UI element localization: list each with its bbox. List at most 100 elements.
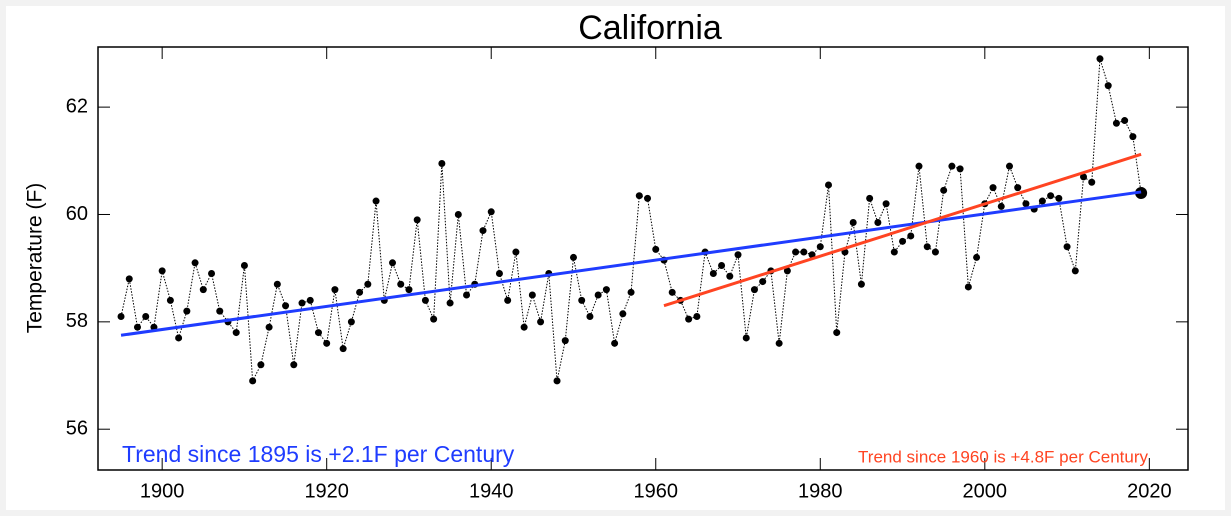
data-point: [323, 339, 331, 347]
data-point: [825, 181, 833, 189]
data-point: [899, 237, 907, 245]
data-point: [1071, 267, 1079, 275]
data-point: [973, 253, 981, 261]
data-point: [306, 296, 314, 304]
data-point: [1022, 200, 1030, 208]
data-point: [759, 278, 767, 286]
panel: [6, 6, 1225, 510]
data-point: [1088, 178, 1096, 186]
x-tick-label: 1920: [304, 480, 349, 502]
data-point: [142, 312, 150, 320]
data-point: [833, 329, 841, 337]
trend-line: [663, 152, 1142, 308]
data-point: [430, 315, 438, 323]
data-point: [372, 197, 380, 205]
data-point: [397, 280, 405, 288]
data-point: [1080, 173, 1088, 181]
data-point: [693, 312, 701, 320]
data-point: [1005, 162, 1013, 170]
data-point: [183, 307, 191, 315]
data-point: [191, 259, 199, 267]
data-point: [504, 296, 512, 304]
data-point: [339, 345, 347, 353]
data-point: [314, 329, 322, 337]
data-point: [1096, 55, 1104, 63]
data-point: [923, 243, 931, 251]
data-point: [931, 248, 939, 256]
x-tick-label: 2000: [963, 480, 1008, 502]
data-point: [356, 288, 364, 296]
data-point: [463, 291, 471, 299]
data-point: [257, 361, 265, 369]
data-point: [487, 208, 495, 216]
x-tick-label: 1900: [140, 480, 185, 502]
data-point: [117, 312, 125, 320]
data-point: [890, 248, 898, 256]
data-point: [594, 291, 602, 299]
data-point: [537, 318, 545, 326]
data-point: [347, 318, 355, 326]
data-point: [997, 202, 1005, 210]
data-point: [718, 261, 726, 269]
data-point: [956, 165, 964, 173]
data-point: [1104, 82, 1112, 90]
data-point: [520, 323, 528, 331]
data-point: [1121, 117, 1129, 125]
x-tick-label: 1960: [634, 480, 679, 502]
data-point: [915, 162, 923, 170]
data-point: [652, 245, 660, 253]
x-tick-label: 1940: [469, 480, 514, 502]
data-point: [866, 194, 874, 202]
y-axis-label: Temperature (F): [24, 183, 47, 334]
data-point: [265, 323, 273, 331]
data-point: [216, 307, 224, 315]
data-point: [1055, 194, 1063, 202]
data-point: [438, 159, 446, 167]
data-point: [750, 286, 758, 294]
data-point: [249, 377, 257, 385]
data-point: [298, 299, 306, 307]
data-point: [446, 299, 454, 307]
data-point: [290, 361, 298, 369]
data-point: [421, 296, 429, 304]
data-point: [175, 334, 183, 342]
data-point: [125, 275, 133, 283]
data-point: [569, 253, 577, 261]
data-point: [208, 270, 216, 278]
annotation: Trend since 1895 is +2.1F per Century: [122, 441, 515, 467]
y-tick-label: 60: [66, 203, 88, 225]
plot-frame: [97, 46, 1189, 471]
data-point: [282, 302, 290, 310]
data-point: [783, 267, 791, 275]
x-tick-label: 2020: [1127, 480, 1172, 502]
data-point: [528, 291, 536, 299]
data-point: [644, 194, 652, 202]
data-point: [849, 219, 857, 227]
data-point: [989, 184, 997, 192]
chart-title: California: [578, 9, 722, 47]
data-point: [874, 219, 882, 227]
trend-line: [120, 190, 1142, 337]
data-point: [166, 296, 174, 304]
data-point: [627, 288, 635, 296]
data-point: [726, 272, 734, 280]
data-point: [133, 323, 141, 331]
data-point: [273, 280, 281, 288]
data-point: [940, 186, 948, 194]
data-point: [1129, 133, 1137, 141]
annotation: Trend since 1960 is +4.8F per Century: [858, 447, 1148, 466]
data-point: [199, 286, 207, 294]
data-point: [1038, 197, 1046, 205]
data-point: [586, 312, 594, 320]
data-point: [948, 162, 956, 170]
data-point: [635, 192, 643, 200]
data-point: [512, 248, 520, 256]
data-point: [800, 248, 808, 256]
data-point: [857, 280, 865, 288]
data-point: [479, 227, 487, 235]
data-point: [578, 296, 586, 304]
data-point: [709, 270, 717, 278]
data-point: [742, 334, 750, 342]
